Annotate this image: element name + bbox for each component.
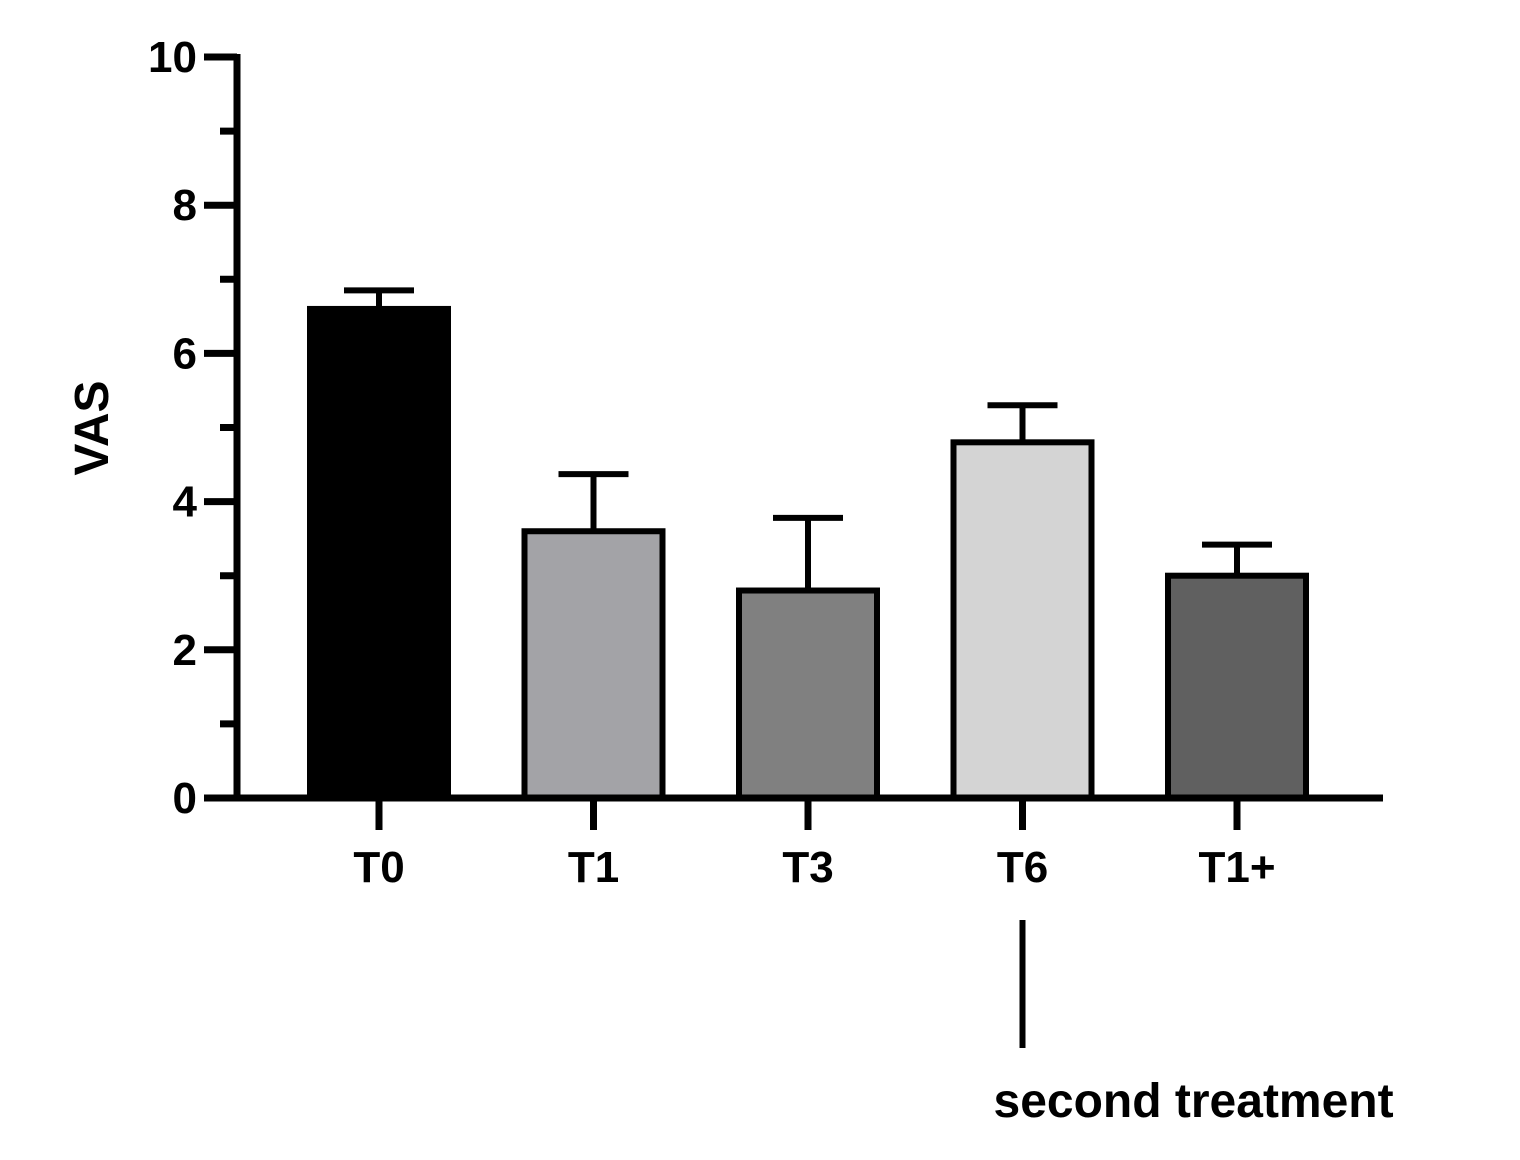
error-bar-t3: [773, 514, 843, 591]
y-tick-label: 4: [173, 478, 198, 527]
annotations-group: second treatment: [994, 920, 1394, 1128]
y-tick-label: 0: [173, 774, 197, 823]
bar-t1: [521, 528, 666, 801]
y-tick-label: 10: [148, 33, 197, 82]
bar-t1-plus: [1165, 572, 1309, 802]
x-tick-label: T0: [353, 843, 404, 892]
error-bar-t6: [987, 402, 1058, 443]
y-axis-label-group: VAS: [66, 380, 119, 475]
y-tick-label: 6: [173, 329, 197, 378]
x-tick-label: T3: [782, 843, 833, 892]
bar-t3: [736, 587, 880, 802]
bar-t6: [950, 439, 1095, 801]
axes-group: 0 2 4 6 8 10 T0 T1 T3 T6 T1+: [148, 33, 1383, 892]
bar-t0: [307, 305, 451, 801]
error-bar-t1: [558, 471, 629, 532]
y-axis-label: VAS: [66, 380, 119, 475]
error-bar-t0: [344, 287, 414, 309]
y-tick-label: 2: [173, 626, 197, 675]
x-tick-label: T6: [997, 843, 1048, 892]
x-tick-label: T1: [568, 843, 619, 892]
error-bars-group: [344, 287, 1272, 591]
y-tick-label: 8: [173, 181, 197, 230]
annotation-label: second treatment: [994, 1075, 1394, 1128]
error-bar-t1-plus: [1202, 541, 1272, 576]
x-tick-label: T1+: [1198, 843, 1275, 892]
